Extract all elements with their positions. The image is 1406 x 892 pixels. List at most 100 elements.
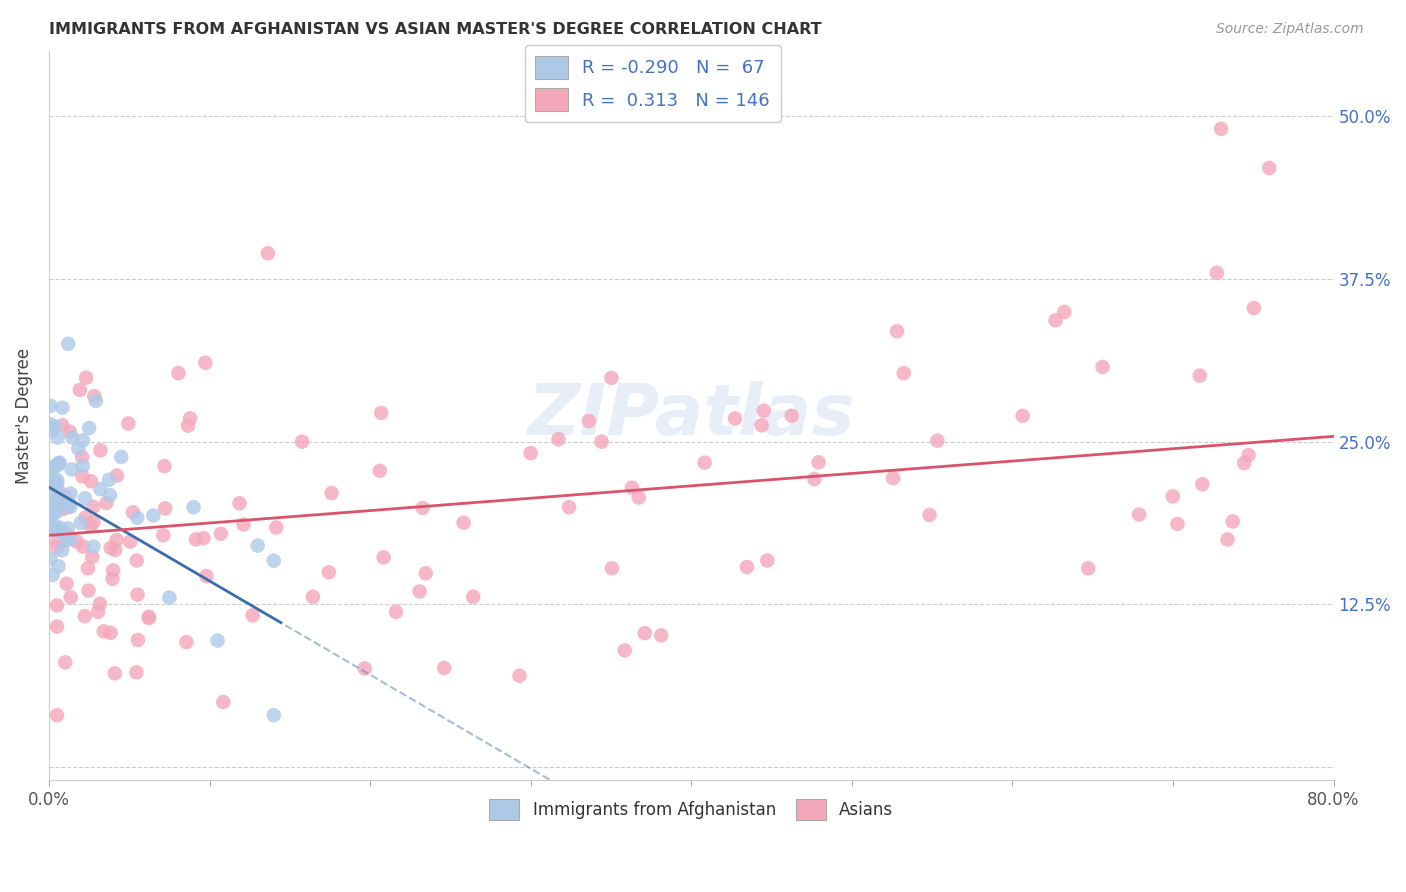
Point [1205,266,1227,280]
Point [56,521,79,535]
Point [96,496,118,510]
Point [242,608,264,623]
Point [39,551,62,566]
Point [918,508,941,522]
Point [882,471,904,485]
Point [59,425,82,439]
Point [184,533,207,547]
Point [79,518,101,533]
Point [41,505,63,519]
Point [209,526,232,541]
Point [98,488,121,502]
Point [1128,508,1150,522]
Point [212,695,235,709]
Point [620,481,643,495]
Point [246,539,269,553]
Point [756,553,779,567]
Point [207,633,229,648]
Point [153,459,176,474]
Point [291,434,314,449]
Point [1403,450,1406,464]
Point [157,591,180,605]
Point [72,458,94,473]
Point [93,624,115,639]
Point [263,554,285,568]
Point [42,471,65,485]
Point [58,336,80,351]
Point [69,516,91,530]
Point [1386,161,1406,175]
Point [69,383,91,397]
Point [893,366,915,380]
Point [77,421,100,435]
Point [80,475,103,489]
Point [45,519,67,533]
Point [650,628,672,642]
Point [1011,409,1033,423]
Point [558,500,581,515]
Point [1211,121,1233,136]
Point [463,590,485,604]
Point [41,461,63,475]
Point [127,632,149,647]
Point [41,423,63,437]
Point [807,455,830,469]
Point [39,494,62,508]
Point [46,541,69,555]
Point [104,543,127,558]
Point [60,462,83,476]
Point [101,572,124,586]
Point [89,482,111,496]
Point [51,502,73,516]
Point [59,486,82,500]
Point [1161,489,1184,503]
Point [125,553,148,567]
Point [1222,515,1244,529]
Point [55,490,77,504]
Point [41,507,63,521]
Point [46,708,69,723]
Point [76,561,98,575]
Point [46,430,69,444]
Point [127,588,149,602]
Point [48,559,70,574]
Point [46,619,69,633]
Point [600,561,623,575]
Point [55,576,77,591]
Point [41,506,63,520]
Point [138,609,160,624]
Point [724,411,747,425]
Point [152,528,174,542]
Point [153,501,176,516]
Point [408,584,430,599]
Point [412,500,434,515]
Point [194,356,217,370]
Point [751,418,773,433]
Point [56,500,79,515]
Legend: Immigrants from Afghanistan, Asians: Immigrants from Afghanistan, Asians [482,792,900,827]
Point [1386,457,1406,471]
Point [66,534,89,549]
Point [735,560,758,574]
Point [41,475,63,490]
Point [51,401,73,415]
Point [370,406,392,420]
Point [48,456,70,470]
Point [627,491,650,505]
Point [415,566,437,581]
Point [142,508,165,523]
Point [82,500,104,514]
Point [100,541,122,555]
Point [1045,313,1067,327]
Text: ZIPatlas: ZIPatlas [527,381,855,450]
Point [634,626,657,640]
Point [125,665,148,680]
Point [752,403,775,417]
Point [51,543,73,558]
Y-axis label: Master's Degree: Master's Degree [15,347,32,483]
Point [39,460,62,475]
Point [75,510,97,524]
Point [886,324,908,338]
Point [48,457,70,471]
Point [73,609,96,624]
